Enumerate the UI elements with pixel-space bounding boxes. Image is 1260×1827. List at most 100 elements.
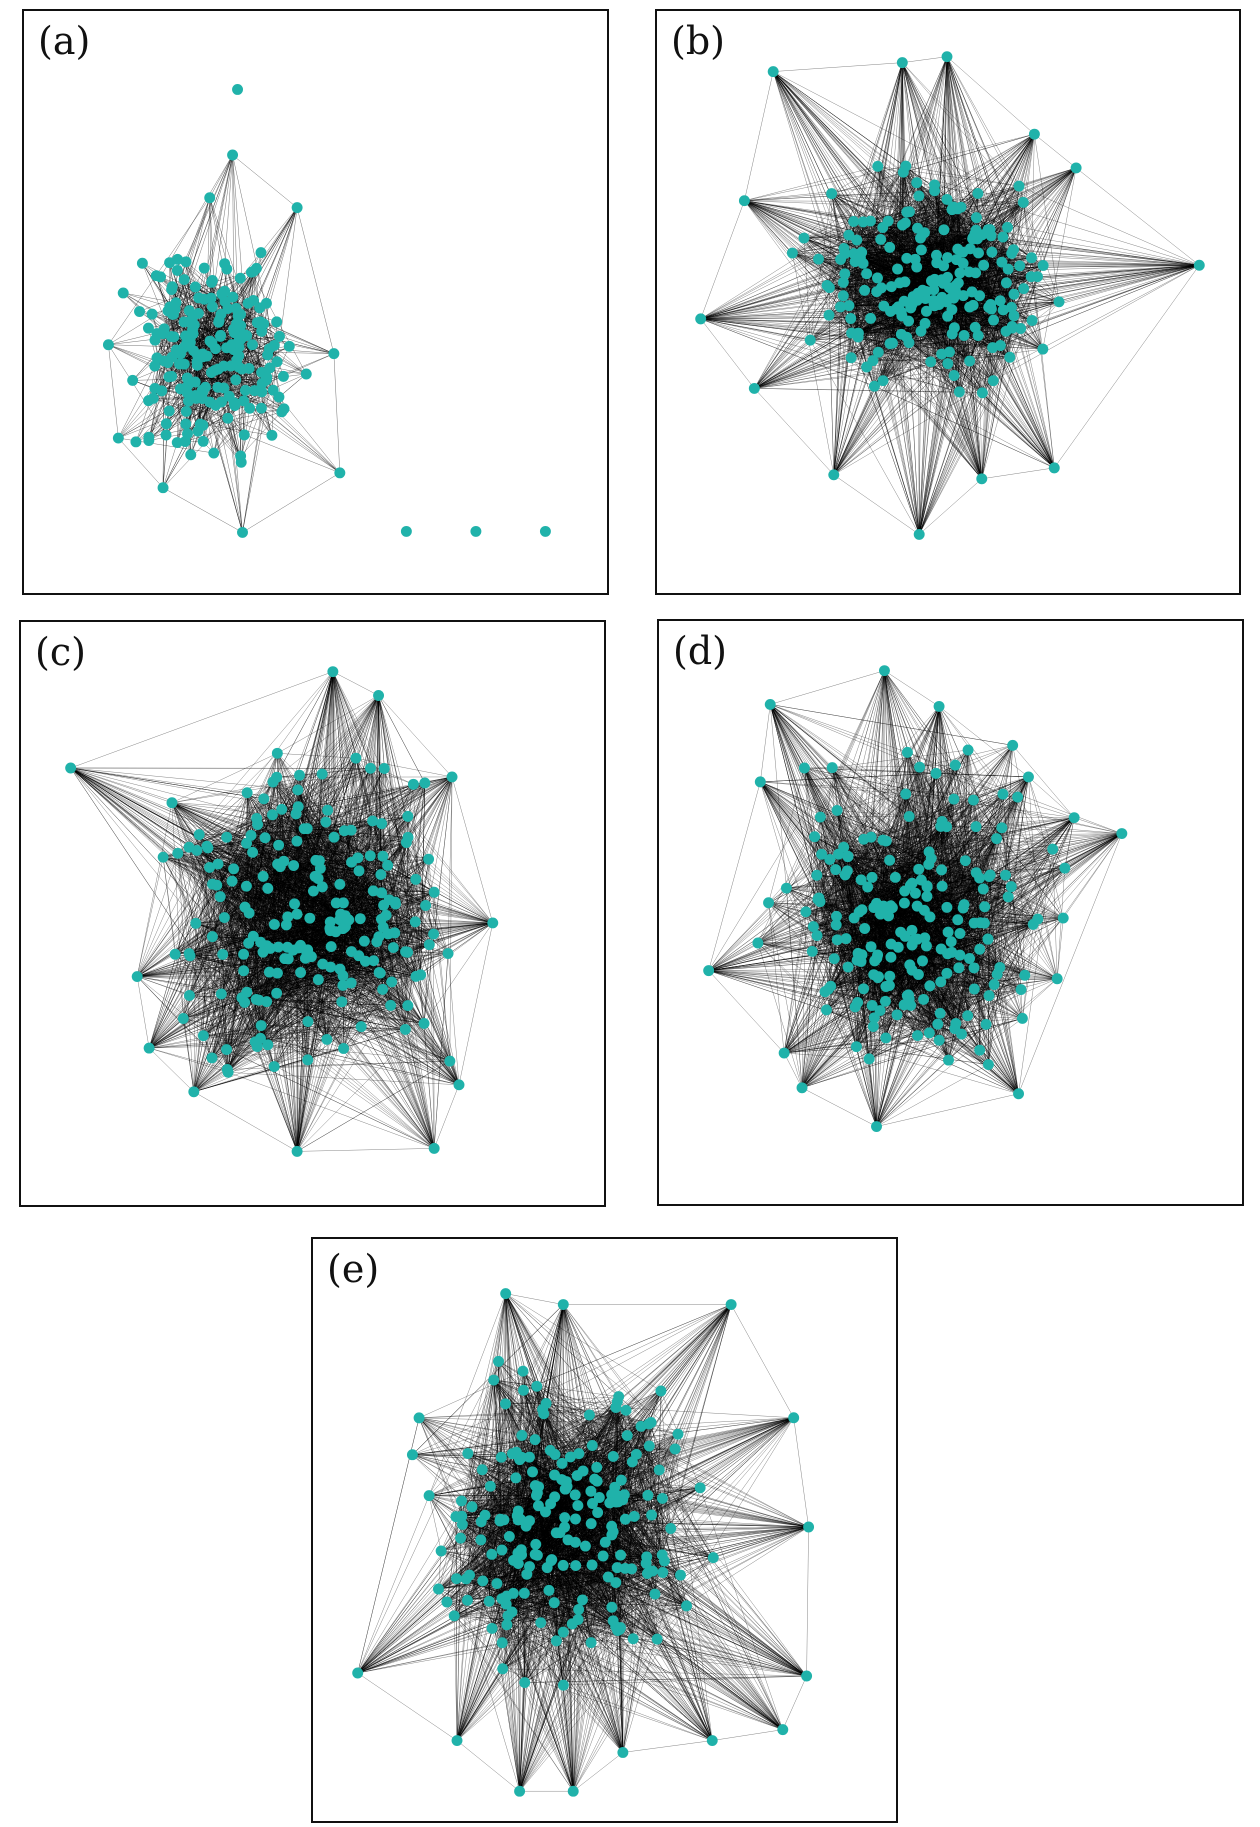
node-a [204,335,216,347]
node-e [593,1492,605,1503]
node-e [619,1513,631,1525]
node-c [157,851,169,863]
network-panel-e: (e) [311,1237,898,1823]
node-a [171,264,183,276]
node-c [338,1043,350,1054]
node-c [288,860,300,871]
node-b [913,190,925,202]
node-c [221,831,233,843]
node-e [725,1299,737,1311]
node-b [936,348,948,360]
node-b [973,247,984,259]
node-e [615,1549,627,1561]
node-a [260,297,272,309]
node-c [257,946,269,958]
network-graph-d [703,665,1128,1132]
node-d [913,863,925,875]
node-e [413,1412,425,1424]
node-e [495,1451,507,1463]
node-d [914,761,926,773]
node-e [557,1559,569,1571]
node-b [954,267,966,279]
node-c [385,999,397,1011]
node-b [1070,162,1082,174]
node-a [215,308,227,320]
node-e [599,1536,611,1548]
node-b [948,322,960,334]
node-b [798,232,810,244]
node-c [183,989,195,1001]
node-e [529,1480,541,1492]
node-d [898,897,910,909]
node-a [151,328,163,340]
node-d [880,981,892,992]
node-e [455,1532,467,1544]
node-b [835,253,847,265]
network-panel-d: (d) [657,619,1244,1206]
node-d [954,927,966,939]
node-e [496,1544,508,1556]
node-a [218,382,230,394]
node-a [236,363,248,375]
node-a [238,395,250,407]
node-e [512,1547,524,1559]
node-b [941,296,952,308]
node-b [925,356,937,368]
node-b [904,206,915,218]
node-d [825,980,837,992]
node-b [911,177,923,189]
node-c [345,977,357,989]
node-d [1005,881,1017,893]
node-b [912,287,924,299]
node-d [830,919,842,931]
node-b [1053,296,1065,308]
node-c [337,897,349,909]
node-b [872,346,884,358]
node-d [862,881,874,893]
node-c [320,816,332,828]
node-b [843,300,855,312]
node-c [352,852,364,864]
node-c [334,878,346,890]
node-e [432,1583,444,1595]
node-a [197,419,209,431]
node-a [235,456,247,468]
node-e [352,1667,364,1679]
node-a [188,345,200,357]
node-a [227,149,239,161]
node-e [655,1385,667,1397]
node-d [953,962,965,974]
node-d [983,990,995,1002]
node-d [974,943,986,955]
node-b [985,230,997,242]
node-a [182,428,193,440]
panel-label-b: (b) [671,19,725,63]
node-e [560,1476,572,1487]
node-a [261,371,273,383]
node-d [1002,891,1014,903]
node-b [972,187,984,199]
node-b [958,330,970,341]
node-d [816,848,828,860]
node-b [843,229,855,241]
node-d [980,1018,992,1030]
node-a [166,284,178,295]
node-d [921,940,932,952]
node-b [966,286,978,298]
node-d [848,912,860,924]
network-panel-b: (b) [655,9,1241,595]
node-c [367,815,379,827]
node-c [276,803,288,815]
node-d [952,914,964,926]
node-c [271,747,283,759]
node-a [277,370,289,382]
node-b [996,256,1008,268]
node-e [609,1481,621,1493]
node-e [423,1490,435,1502]
node-c [262,1039,274,1051]
node-a [470,525,482,537]
node-b [868,380,880,392]
node-c [197,1030,209,1042]
node-c [131,971,143,983]
node-e [448,1610,460,1622]
